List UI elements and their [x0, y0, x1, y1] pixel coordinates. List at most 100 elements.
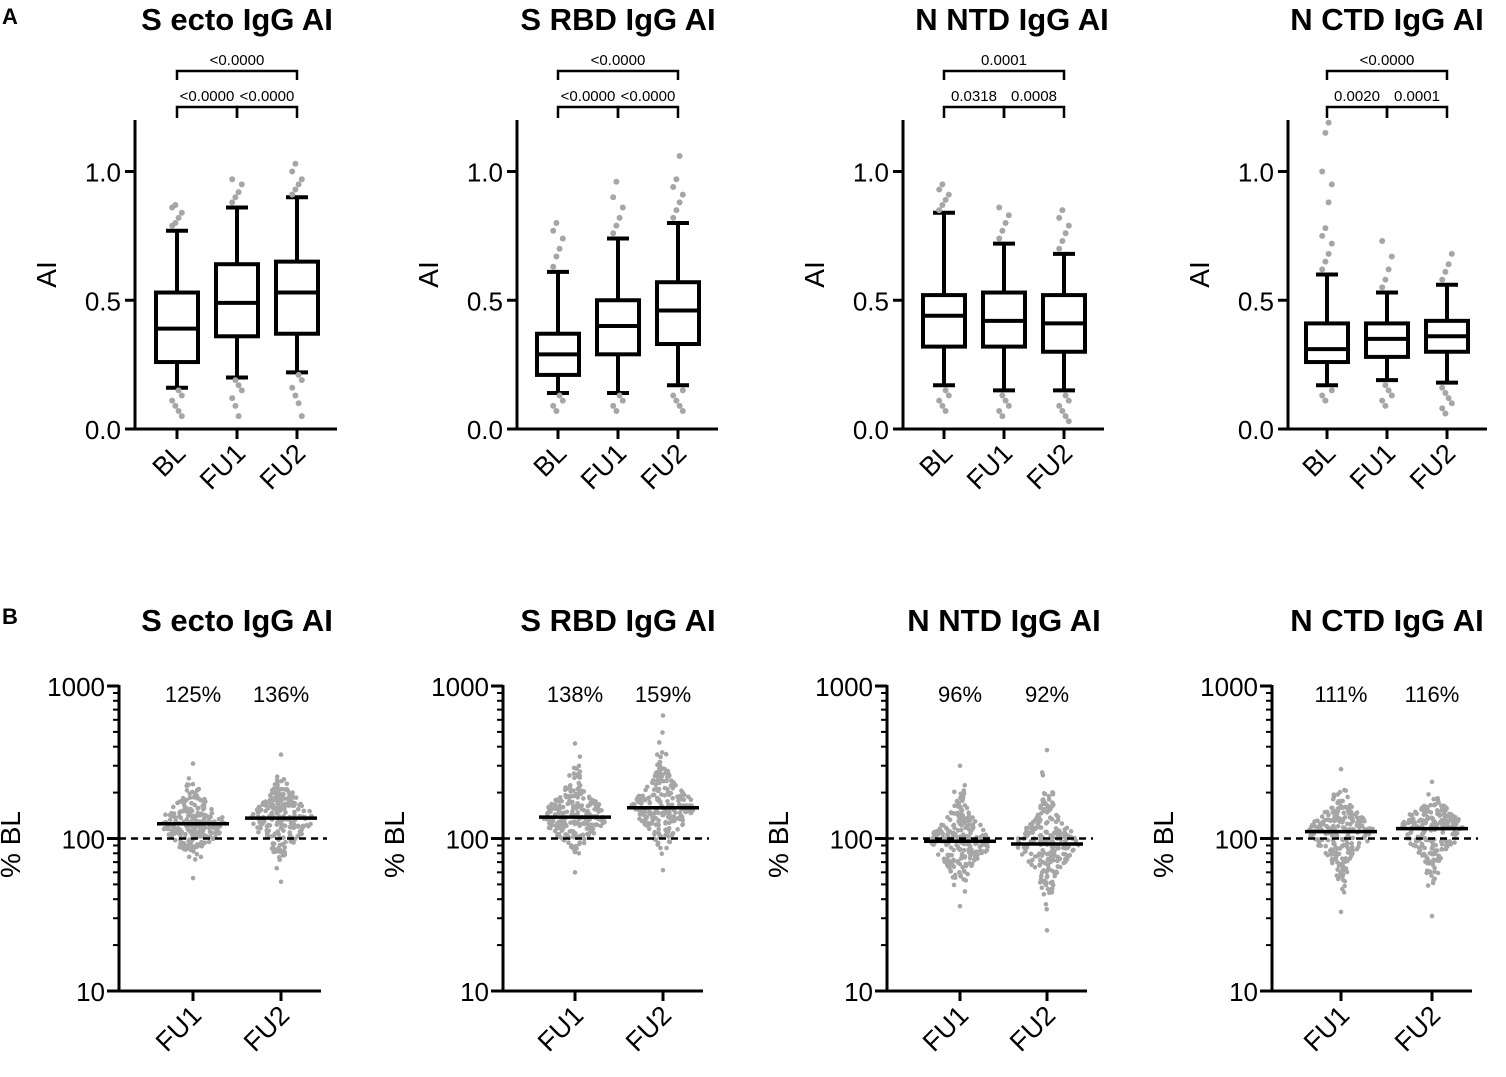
data-point — [192, 802, 198, 808]
data-point — [180, 797, 186, 803]
data-point — [960, 864, 965, 870]
y-axis-title: % BL — [0, 811, 26, 878]
data-point — [1431, 802, 1437, 808]
data-point — [550, 818, 556, 824]
outlier-point — [676, 199, 683, 206]
outlier-point — [1328, 387, 1335, 394]
data-point — [214, 831, 219, 836]
data-point — [945, 814, 950, 820]
data-point — [643, 816, 648, 822]
data-point — [647, 800, 653, 806]
data-point — [194, 788, 200, 793]
box-chart-4: N CTD IgG AI 0.0 0.5 1.0 AI BL FU1 FU2 0.0020 0.0… — [1184, 2, 1487, 495]
data-point — [1434, 848, 1440, 853]
data-point — [194, 795, 200, 801]
data-point — [210, 830, 215, 836]
data-point — [1328, 847, 1334, 852]
data-point — [1054, 812, 1059, 818]
data-point — [547, 825, 553, 831]
outlier-point — [670, 392, 677, 399]
data-point — [1063, 859, 1068, 865]
data-point — [557, 795, 563, 800]
data-point — [1055, 857, 1061, 863]
data-point — [292, 809, 297, 815]
outlier-point — [232, 377, 239, 384]
data-point — [659, 792, 664, 797]
data-point — [1339, 863, 1345, 869]
data-point — [271, 802, 276, 808]
data-point — [190, 761, 196, 766]
outlier-point — [559, 397, 566, 404]
data-point — [962, 855, 967, 860]
data-point — [219, 815, 225, 820]
outlier-point — [945, 392, 952, 399]
outlier-point — [1005, 402, 1012, 409]
data-point — [1026, 859, 1032, 864]
data-point — [1315, 818, 1320, 824]
data-point — [673, 810, 678, 815]
data-point — [576, 804, 582, 809]
data-point — [1429, 815, 1435, 821]
data-point — [1354, 810, 1360, 815]
y-tick-label: 1.0 — [853, 158, 889, 188]
box-chart-2: S RBD IgG AI 0.0 0.5 1.0 AI BL FU1 FU2 <0.0000 <0… — [413, 2, 718, 495]
data-point — [278, 808, 283, 813]
data-point — [596, 809, 601, 814]
data-point — [970, 815, 975, 820]
x-category-label: FU1 — [961, 438, 1018, 495]
data-point — [307, 808, 312, 814]
outlier-point — [295, 400, 302, 407]
data-point — [1342, 787, 1347, 793]
y-tick-label: 1.0 — [467, 158, 503, 188]
data-point — [1332, 856, 1338, 862]
data-point — [548, 809, 553, 814]
box-chart-1: S ecto IgG AI 0.0 0.5 1.0 AI BL FU1 FU2 <0.0000 <… — [31, 2, 337, 495]
data-point — [1349, 841, 1354, 846]
y-tick-label: 10 — [844, 977, 873, 1007]
data-point — [1413, 839, 1419, 844]
box-bl — [535, 220, 581, 414]
chart-title: N NTD IgG AI — [915, 2, 1108, 37]
data-point — [1431, 796, 1436, 802]
points-fu2 — [1399, 779, 1465, 919]
points-fu2 — [1015, 747, 1081, 933]
outlier-point — [1445, 261, 1452, 268]
data-point — [1332, 841, 1337, 847]
data-point — [966, 849, 972, 855]
data-point — [593, 799, 599, 804]
y-tick-label: 1.0 — [85, 158, 121, 188]
data-point — [1453, 822, 1459, 827]
data-point — [958, 856, 964, 861]
data-point — [1435, 856, 1441, 862]
data-point — [577, 754, 583, 759]
outlier-point — [232, 194, 239, 201]
x-category-label: FU1 — [194, 438, 251, 495]
data-point — [288, 839, 294, 844]
scatter-chart-3: N NTD IgG AI 10 100 1000 % BL FU1 FU2 96% 92% — [763, 603, 1101, 1057]
data-point — [558, 820, 563, 826]
data-point — [566, 840, 571, 846]
box-fu2 — [1424, 250, 1470, 417]
data-point — [1430, 858, 1436, 864]
data-point — [948, 868, 954, 874]
y-axis-title: AI — [1184, 261, 1215, 287]
data-point — [952, 875, 958, 880]
outlier-point — [1056, 402, 1063, 409]
data-point — [555, 798, 560, 804]
data-point — [663, 751, 669, 757]
data-point — [973, 852, 979, 857]
outlier-point — [1056, 214, 1063, 221]
data-point — [1314, 837, 1320, 842]
data-point — [1050, 845, 1055, 851]
scatter-chart-4: N CTD IgG AI 10 100 1000 % BL FU1 FU2 111% 116% — [1148, 603, 1484, 1057]
y-axis-title: % BL — [763, 811, 794, 878]
y-tick-label: 0.5 — [853, 286, 889, 316]
data-point — [576, 784, 582, 790]
data-point — [658, 754, 663, 760]
data-point — [1435, 870, 1441, 876]
outlier-point — [936, 397, 943, 404]
outlier-point — [616, 392, 623, 399]
p-value-label: <0.0000 — [180, 88, 235, 105]
scatter-chart-2: S RBD IgG AI 10 100 1000 % BL FU1 FU2 138% 159% — [379, 603, 716, 1057]
data-point — [957, 847, 963, 852]
